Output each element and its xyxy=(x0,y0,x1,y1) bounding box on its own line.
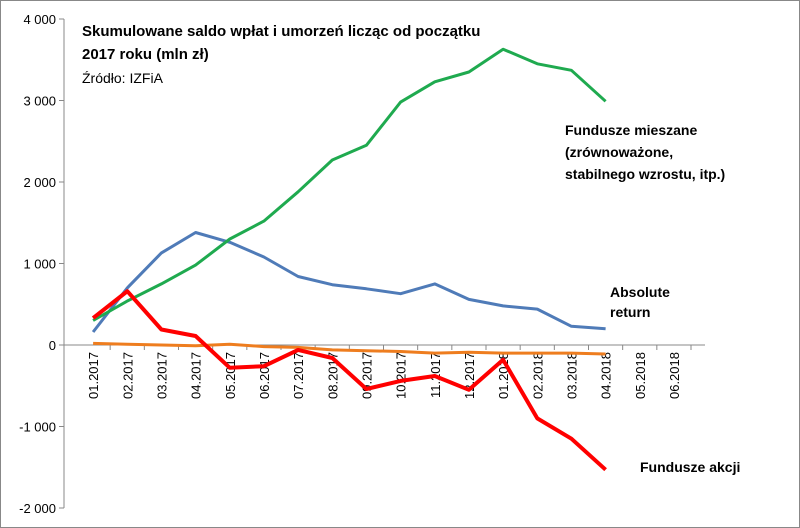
series-line xyxy=(91,231,606,333)
chart-subtitle: Źródło: IZFiA xyxy=(82,70,164,86)
series-line xyxy=(93,341,606,356)
x-tick-label: 10.2017 xyxy=(394,352,409,399)
x-tick-label: 04.2017 xyxy=(189,352,204,399)
x-tick-label: 03.2017 xyxy=(154,352,169,399)
y-tick-label: 2 000 xyxy=(23,175,56,190)
y-tick-label: 4 000 xyxy=(23,12,56,27)
x-tick-label: 05.2017 xyxy=(223,352,238,399)
series-label: stabilnego wzrostu, itp.) xyxy=(565,166,725,182)
x-tick-label: 09.2017 xyxy=(359,352,374,399)
x-tick-label: 02.2018 xyxy=(530,352,545,399)
x-tick-label: 06.2018 xyxy=(667,352,682,399)
y-tick-label: -1 000 xyxy=(19,420,56,435)
series-label: (zrównoważone, xyxy=(565,144,673,160)
series-label: return xyxy=(610,304,650,320)
x-tick-label: 06.2017 xyxy=(257,352,272,399)
series-label: Absolute xyxy=(610,284,670,300)
x-tick-label: 07.2017 xyxy=(291,352,306,399)
x-tick-label: 12.2017 xyxy=(462,352,477,399)
x-tick-label: 04.2018 xyxy=(599,352,614,399)
y-tick-label: 1 000 xyxy=(23,257,56,272)
y-tick-label: 3 000 xyxy=(23,94,56,109)
series-label: Fundusze mieszane xyxy=(565,122,697,138)
chart-title: Skumulowane saldo wpłat i umorzeń licząc… xyxy=(82,23,480,40)
series-line xyxy=(91,289,607,472)
x-tick-label: 05.2018 xyxy=(633,352,648,399)
y-tick-label: -2 000 xyxy=(19,501,56,516)
y-tick-label: 0 xyxy=(49,338,56,353)
x-tick-label: 02.2017 xyxy=(120,352,135,399)
x-tick-label: 03.2018 xyxy=(564,352,579,399)
series-line xyxy=(92,47,607,322)
series-label: Fundusze akcji xyxy=(640,459,740,475)
x-tick-label: 01.2017 xyxy=(86,352,101,399)
chart-title: 2017 roku (mln zł) xyxy=(82,46,209,63)
